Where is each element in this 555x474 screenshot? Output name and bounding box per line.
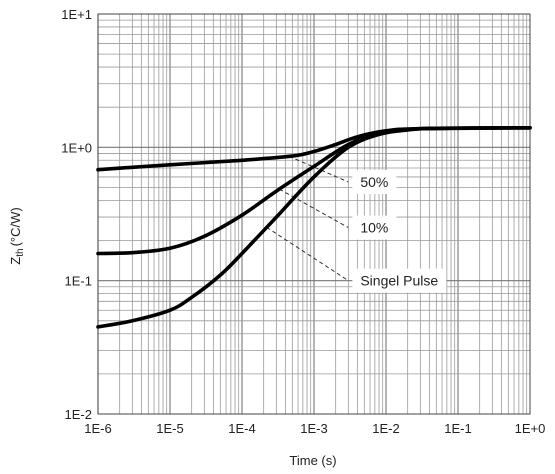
x-axis-label: Time (s) bbox=[289, 453, 336, 468]
data-series bbox=[96, 126, 532, 329]
annotation-leader-1 bbox=[279, 188, 349, 229]
series-line-2 bbox=[96, 126, 532, 329]
annotation-label-1: 10% bbox=[360, 220, 388, 236]
x-tick-label: 1E-2 bbox=[372, 421, 399, 436]
y-tick-label: 1E+0 bbox=[61, 140, 92, 155]
y-axis-label-unit: (°C/W) bbox=[8, 207, 23, 246]
x-tick-label: 1E-3 bbox=[300, 421, 327, 436]
x-tick-label: 1E+0 bbox=[515, 421, 546, 436]
x-tick-label: 1E-6 bbox=[84, 421, 111, 436]
x-tick-label: 1E-5 bbox=[156, 421, 183, 436]
plot-frame bbox=[97, 13, 531, 415]
x-tick-labels: 1E-6 1E-5 1E-4 1E-3 1E-2 1E-1 1E+0 bbox=[84, 421, 545, 436]
y-tick-label: 1E+1 bbox=[61, 7, 92, 22]
y-axis-label-sub: th bbox=[15, 248, 26, 256]
x-tick-label: 1E-1 bbox=[444, 421, 471, 436]
x-tick-label: 1E-4 bbox=[228, 421, 255, 436]
grid-lines bbox=[97, 14, 530, 415]
annotation-box-0 bbox=[352, 169, 397, 194]
annotation-box-1 bbox=[352, 215, 397, 240]
y-axis-label: Zth (°C/W) bbox=[8, 207, 26, 264]
annotation-label-0: 50% bbox=[360, 174, 388, 190]
y-tick-label: 1E-2 bbox=[65, 407, 92, 422]
annotation-labels: 50% 10% Singel Pulse bbox=[352, 169, 447, 293]
y-tick-labels: 1E-2 1E-1 1E+0 1E+1 bbox=[61, 7, 92, 422]
annotation-leaders bbox=[266, 155, 349, 282]
y-tick-label: 1E-1 bbox=[65, 274, 92, 289]
y-axis-label-main: Z bbox=[8, 257, 23, 265]
annotation-leader-0 bbox=[288, 155, 349, 183]
annotation-leader-2 bbox=[266, 226, 349, 282]
annotation-box-2 bbox=[352, 268, 447, 293]
annotation-label-2: Singel Pulse bbox=[360, 273, 438, 289]
